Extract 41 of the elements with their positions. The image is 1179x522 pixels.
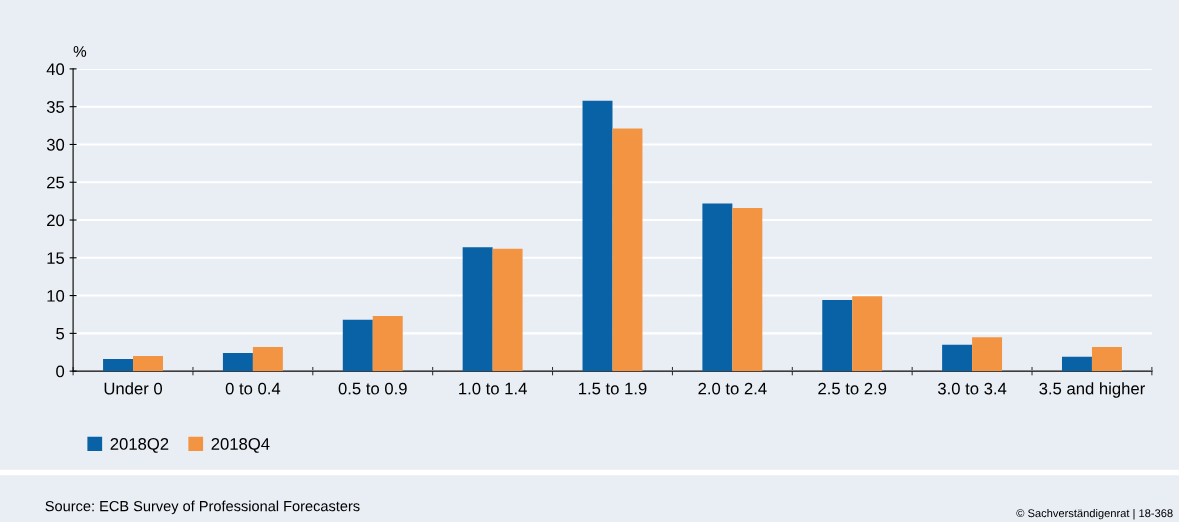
text: © Sachverständigenrat | 18-368 <box>1016 508 1173 520</box>
bar <box>942 344 973 372</box>
bar <box>222 353 253 372</box>
bar <box>133 356 163 372</box>
bar <box>103 359 134 372</box>
x-tick-label: 2.5 to 2.9 <box>818 382 887 395</box>
y-axis-title: % <box>73 46 87 57</box>
x-tick-label: 2.0 to 2.4 <box>698 382 767 395</box>
bar <box>1091 346 1122 372</box>
legend-label: 2018Q2 <box>110 438 169 453</box>
legend-label: 2018Q4 <box>211 438 270 453</box>
bar <box>252 346 283 372</box>
x-tick-label: 0.5 to 0.9 <box>338 382 407 395</box>
source-note: Source: ECB Survey of Professional Forecasters <box>45 500 360 515</box>
y-tick-label: 35 <box>46 101 65 113</box>
y-tick-label: 25 <box>47 176 65 189</box>
y-tick-label: 5 <box>56 327 65 340</box>
x-tick-label: 3.0 to 3.4 <box>937 382 1007 395</box>
x-tick-label: 1.0 to 1.4 <box>459 382 527 395</box>
y-tick-label: 15 <box>47 252 65 265</box>
bar <box>702 203 733 372</box>
x-tick-label: Under 0 <box>104 382 163 395</box>
bar <box>822 300 853 372</box>
x-tick-label: 0 to 0.4 <box>225 382 281 395</box>
bar <box>972 337 1003 372</box>
bar <box>1061 356 1092 372</box>
x-tick-label: 3.5 and higher <box>1039 382 1145 398</box>
bar <box>612 128 643 372</box>
y-tick-label: 10 <box>47 289 65 302</box>
x-tick-label: 1.5 to 1.9 <box>579 382 647 395</box>
y-tick-label: 20 <box>47 214 65 227</box>
bar <box>732 207 763 372</box>
bar <box>852 296 883 372</box>
bar <box>582 100 613 372</box>
bar <box>462 247 493 372</box>
y-tick-label: 30 <box>46 138 65 151</box>
y-tick-label: 40 <box>46 63 65 76</box>
bar <box>372 315 403 372</box>
bar <box>492 248 523 372</box>
bar <box>342 319 373 372</box>
y-tick-label: 0 <box>56 365 65 378</box>
